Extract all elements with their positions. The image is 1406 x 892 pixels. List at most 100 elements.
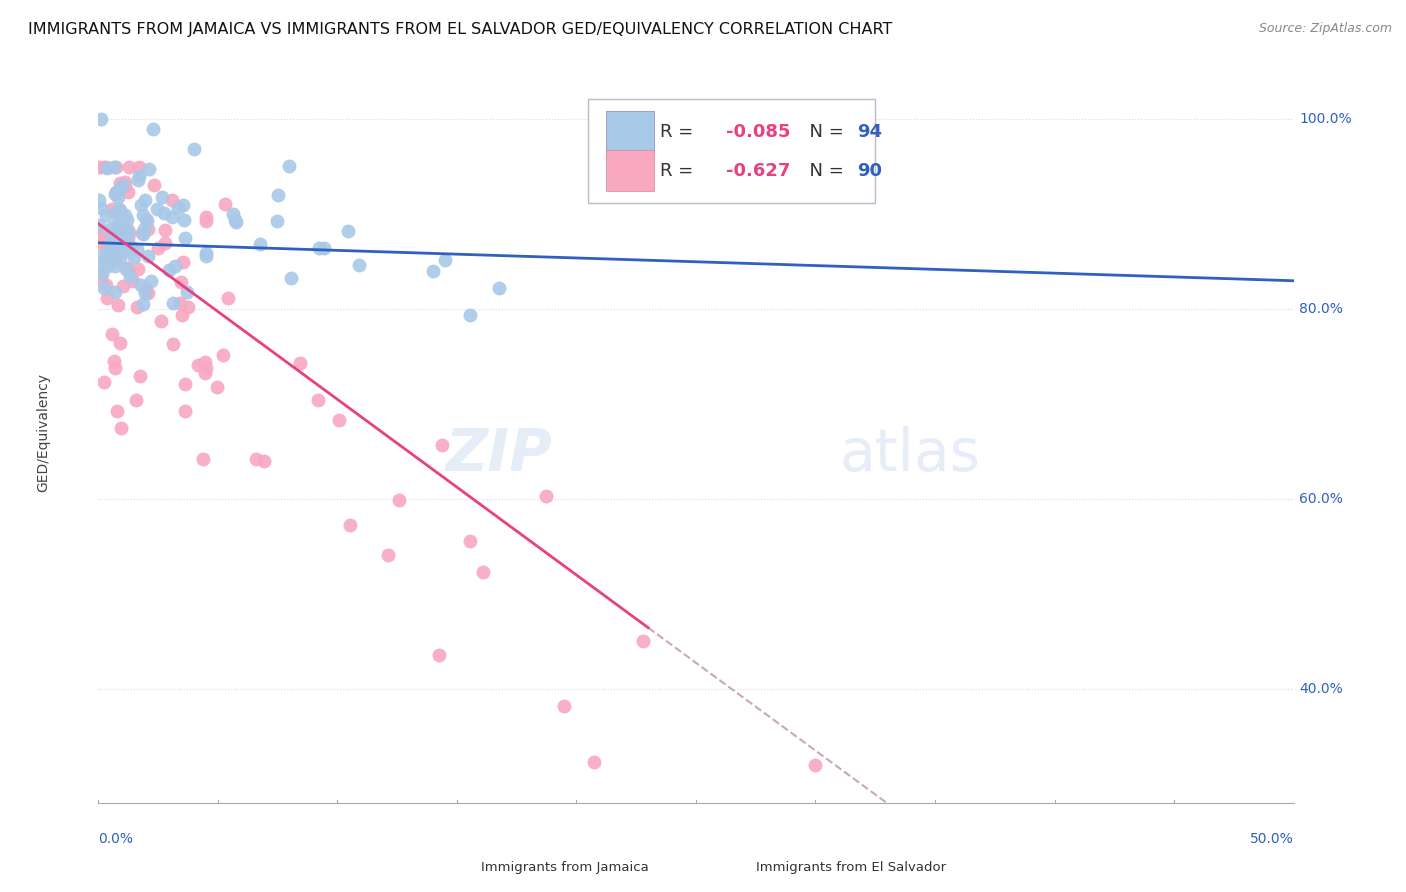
Point [107,216,129,230]
Point [103,161,125,175]
Text: Immigrants from El Salvador: Immigrants from El Salvador [756,862,946,874]
FancyBboxPatch shape [443,856,477,880]
Point [108,177,131,191]
Point [307,393,329,408]
Point [107,229,129,244]
Point [169,295,191,310]
Point [152,206,174,220]
Point [129,277,152,292]
Point [211,348,233,362]
Point [114,208,136,222]
Point [427,648,450,662]
Text: 60.0%: 60.0% [1299,492,1343,506]
Point [94,277,117,292]
Point [114,223,136,237]
Text: 80.0%: 80.0% [1299,302,1343,317]
Point [112,178,135,192]
Point [108,202,131,216]
Point [132,222,155,236]
Point [90,224,112,238]
Point [194,249,217,263]
Point [115,212,138,227]
Point [142,178,165,192]
Point [388,493,411,508]
Point [98,238,121,252]
Point [111,279,134,293]
Text: atlas: atlas [839,426,980,483]
Point [245,451,267,466]
Point [96,291,118,305]
Point [195,360,218,375]
Text: R =: R = [661,123,699,141]
Point [152,190,174,204]
Point [111,215,134,229]
Point [349,258,371,272]
Point [114,179,136,194]
Point [136,249,159,263]
Text: 94: 94 [858,123,883,141]
Point [89,266,111,280]
Point [214,197,236,211]
Point [104,186,127,201]
Point [110,420,132,434]
Point [142,121,165,136]
Point [111,244,134,259]
Point [129,369,152,384]
Point [308,241,330,255]
Point [553,698,575,713]
Point [312,241,335,255]
Point [277,160,299,174]
Point [458,308,481,322]
Point [135,282,157,296]
Point [115,261,138,276]
Text: -0.627: -0.627 [725,161,790,180]
Point [193,366,215,380]
Point [136,222,159,236]
Point [110,220,132,235]
Point [288,356,311,370]
Point [266,214,288,228]
Point [183,142,205,156]
Point [125,242,148,256]
Point [172,198,194,212]
Point [104,361,127,376]
Point [90,249,112,263]
Point [224,213,246,227]
Point [120,240,142,254]
Point [128,169,150,183]
Point [104,285,127,299]
Point [107,190,129,204]
Point [105,223,128,237]
Point [167,202,190,216]
Point [104,206,127,220]
Point [583,755,606,769]
Point [173,377,195,392]
Point [488,281,510,295]
Point [101,205,124,219]
Point [176,285,198,299]
Point [89,160,111,174]
Point [135,211,157,226]
Point [804,757,827,772]
Point [434,252,457,267]
Point [125,392,148,407]
Point [249,236,271,251]
Point [172,308,194,322]
Point [127,300,149,314]
Point [114,175,136,189]
Point [194,246,217,260]
Point [94,253,117,268]
Point [112,234,135,248]
Point [104,259,127,273]
Point [173,255,195,269]
Point [93,375,115,389]
Point [460,534,482,549]
Point [173,213,195,227]
Point [93,257,115,271]
Point [101,202,124,217]
Point [173,231,195,245]
Point [138,162,160,177]
Point [96,239,118,253]
Point [93,161,115,175]
Point [252,454,274,468]
